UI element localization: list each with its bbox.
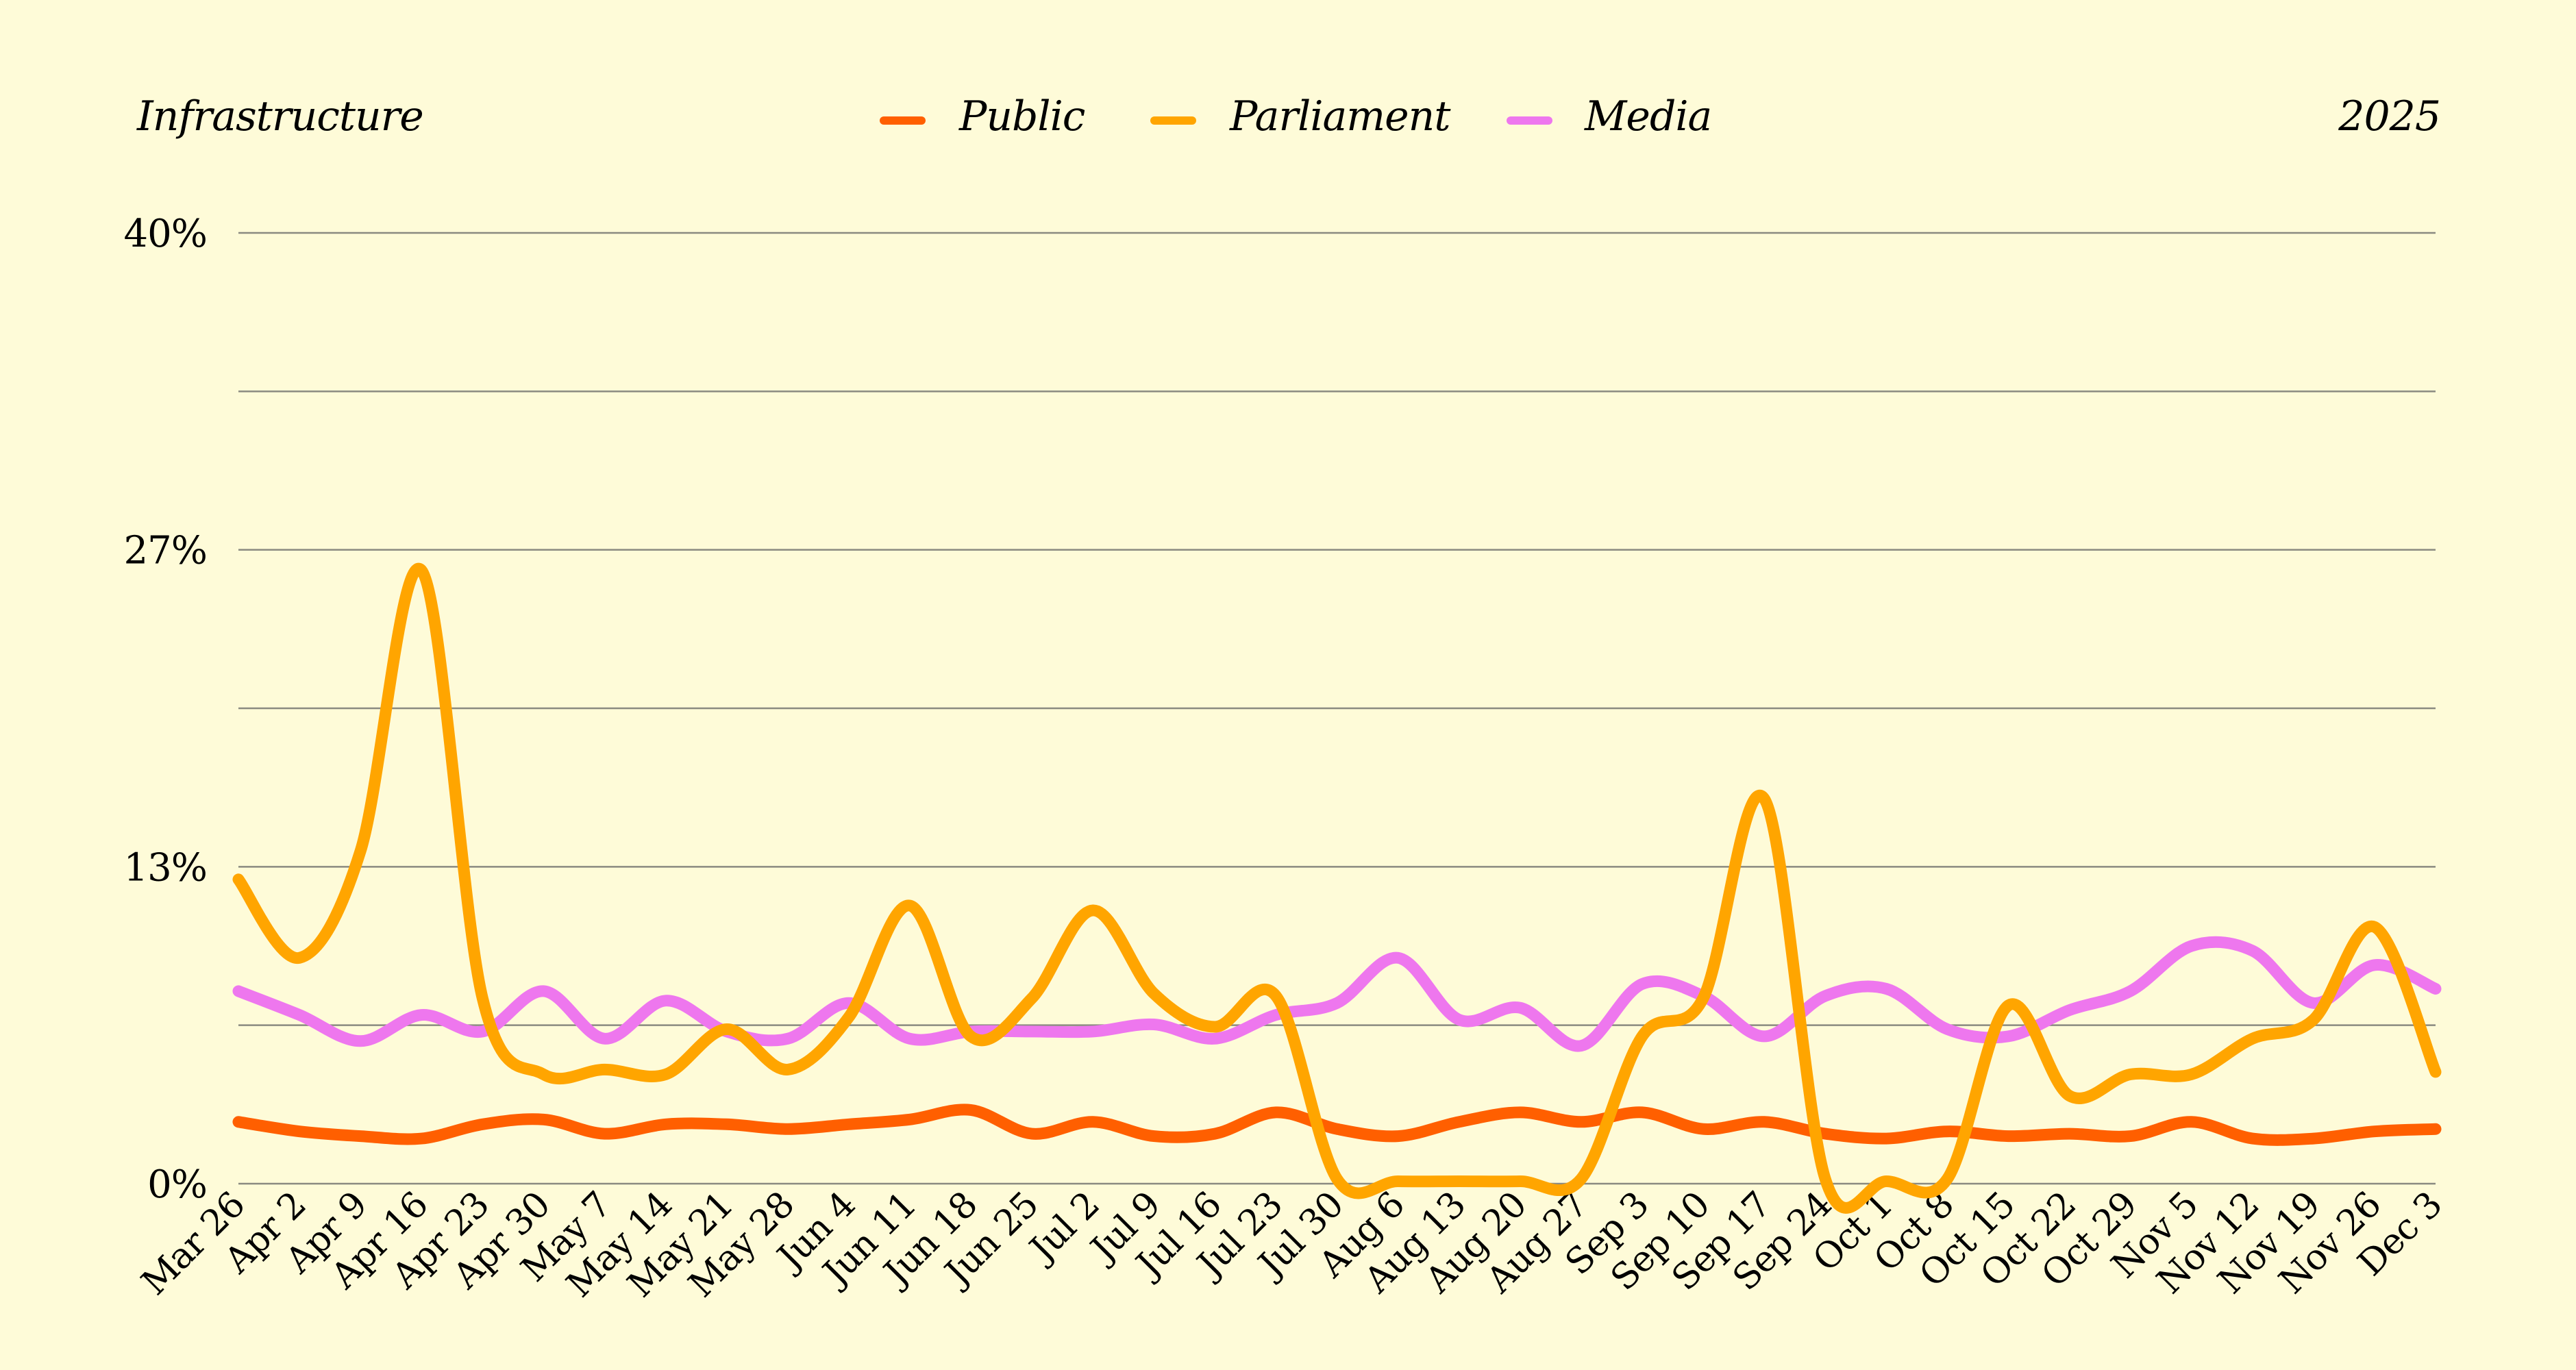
series-lines: [232, 562, 2442, 1214]
legend-label-media: Media: [1584, 92, 1711, 140]
legend-label-parliament: Parliament: [1229, 92, 1451, 140]
chart-title: Infrastructure: [136, 92, 423, 140]
y-axis-ticks: 0% 13% 27% 40%: [124, 212, 208, 1207]
y-tick-label: 13%: [124, 845, 207, 890]
y-tick-label: 0%: [147, 1162, 207, 1207]
legend-item-parliament[interactable]: Parliament: [1150, 92, 1452, 140]
y-tick-label: 40%: [124, 212, 207, 256]
y-tick-label: 27%: [124, 529, 207, 573]
legend: Public Parliament Media: [880, 92, 1712, 140]
legend-item-public[interactable]: Public: [880, 92, 1086, 140]
legend-item-media[interactable]: Media: [1507, 92, 1712, 140]
gridlines: [238, 232, 2436, 1185]
chart-subtitle: 2025: [2338, 92, 2440, 140]
series-line-parliament: [232, 562, 2442, 1214]
legend-label-public: Public: [958, 92, 1085, 140]
series-line-media: [232, 936, 2442, 1052]
series-line-public: [232, 1104, 2442, 1146]
x-tick-label: Jul 2: [1020, 1184, 1108, 1272]
